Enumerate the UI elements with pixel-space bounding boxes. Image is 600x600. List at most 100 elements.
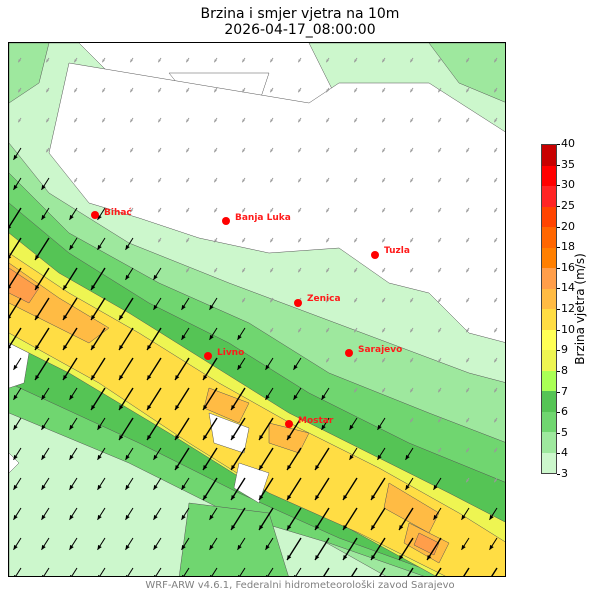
wind-arrow-head [326,359,329,363]
wind-arrow-head [125,274,130,280]
colorbar-tick-label: 4 [561,446,568,460]
wind-arrow-head [298,329,301,333]
wind-arrow-head [102,89,105,93]
colorbar-segment [542,391,556,412]
wind-arrow-head [259,494,264,500]
colorbar-segment [542,206,556,227]
wind-arrow-head [494,449,497,453]
wind-arrow-head [382,209,385,213]
white-region-north [48,62,505,343]
wind-arrow-head [466,209,469,213]
wind-arrow-head [69,214,74,220]
wind-arrow-head [287,524,292,530]
wind-arrow-head [466,179,469,183]
wind-arrow-head [326,179,329,183]
wind-arrow-head [382,89,385,93]
colorbar-tick-label: 3 [561,467,568,480]
wind-arrow-head [214,119,217,123]
wind-arrow-head [399,554,404,560]
colorbar-tick-label: 7 [561,384,568,398]
wind-arrow-head [175,434,180,440]
wind-arrow-head [35,374,40,380]
wind-arrow-head [270,299,273,303]
wind-arrow-head [181,334,186,340]
wind-arrow-head [438,419,441,423]
wind-arrow-head [158,209,161,213]
wind-arrow-head [321,394,326,400]
wind-arrow-head [410,389,413,393]
colorbar-tick-label: 14 [561,281,575,295]
wind-arrow-head [466,89,469,93]
wind-arrow [491,567,498,576]
wind-arrow-head [181,304,186,310]
colorbar-segment [542,268,556,289]
wind-arrow-head [242,299,245,303]
wind-arrow-head [69,244,74,250]
wind-arrow-head [343,494,348,500]
wind-arrow-head [181,544,186,550]
wind-arrow-head [433,514,438,520]
wind-arrow-head [237,334,242,340]
wind-arrow-head [214,59,217,63]
wind-arrow-head [41,574,44,576]
wind-arrow-head [298,209,301,213]
wind-arrow-head [119,404,124,410]
wind-arrow-head [293,394,298,400]
wind-arrow-head [158,59,161,63]
wind-arrow-head [270,269,273,273]
colorbar-segment [542,350,556,371]
contour-fill-12 [9,262,450,564]
wind-arrow-head [382,269,385,273]
wind-arrow-head [298,149,301,153]
colorbar-tick-mark [557,350,560,352]
colorbar-tick-label: 6 [561,405,568,419]
wind-arrow-head [175,464,180,470]
city-marker [371,251,379,259]
wind-arrow-head [298,119,301,123]
wind-arrow-head [203,374,208,380]
wind-arrow-head [382,149,385,153]
wind-arrow-head [209,544,214,550]
wind-arrow-head [41,484,46,490]
wind-arrow-head [175,374,180,380]
wind-arrow-head [181,574,184,576]
wind-arrow-head [494,269,497,273]
wind-arrow-head [203,494,208,500]
wind-arrow-head [315,524,320,530]
wind-arrow-head [293,574,296,576]
wind-arrow-head [41,184,46,190]
wind-arrow-head [466,119,469,123]
wind-arrow-head [175,404,180,410]
wind-arrow-head [410,359,413,363]
wind-arrow-head [13,184,18,190]
wind-arrow [127,567,134,576]
wind-arrow-head [153,514,158,520]
wind-arrow-head [214,269,217,273]
wind-arrow-head [438,149,441,153]
wind-arrow [183,567,190,576]
wind-arrow-head [97,244,102,250]
wind-arrow-head [35,314,40,320]
wind-arrow-head [91,404,96,410]
wind-arrow-head [74,179,77,183]
wind-arrow-head [270,329,273,333]
wind-arrow-head [18,89,21,93]
wind-arrow-head [97,514,102,520]
wind-arrow-head [147,434,152,440]
city-marker [285,420,293,428]
city-label: Tuzla [384,246,410,256]
wind-arrow-head [46,59,49,63]
wind-speed-contours [9,43,505,576]
wind-arrow-head [69,484,74,490]
wind-arrow-head [242,149,245,153]
wind-arrow-head [9,315,12,319]
wind-arrow-head [270,209,273,213]
wind-arrow-head [466,239,469,243]
wind-arrow-head [371,524,376,530]
wind-arrow-head [186,119,189,123]
wind-arrow-head [466,389,469,393]
wind-arrow-head [265,394,270,400]
wind-arrow-head [259,464,264,470]
wind-arrow-head [315,554,320,560]
colorbar-tick-mark [557,329,560,331]
